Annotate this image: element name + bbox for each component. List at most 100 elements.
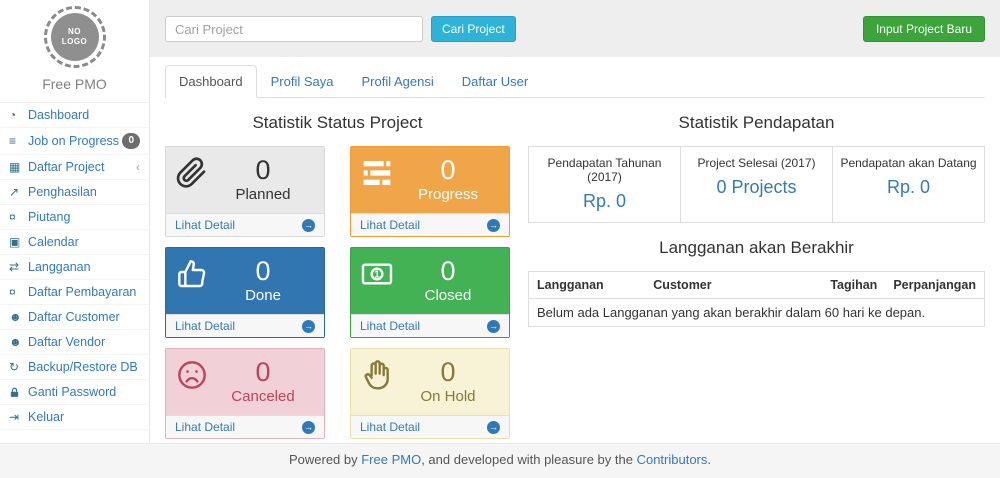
frown-icon [176, 357, 212, 409]
stat-value: Rp. 0 [886, 177, 931, 197]
lock-icon [9, 387, 28, 398]
sidebar-item-calendar[interactable]: ▣ Calendar [0, 230, 149, 255]
card-count: 0 [440, 155, 456, 185]
lihat-detail-link[interactable]: Lihat Detail → [166, 415, 324, 438]
sidebar-item-label: Daftar Project [28, 160, 105, 174]
sidebar-item-label: Calendar [28, 235, 79, 249]
card-count: 0 [255, 357, 271, 387]
lihat-detail-label: Lihat Detail [360, 319, 421, 333]
stat-label: Pendapatan Tahunan (2017) [547, 156, 662, 184]
tab-profil-agensi[interactable]: Profil Agensi [361, 74, 434, 89]
tab-bar: Dashboard Profil Saya Profil Agensi Daftar … [165, 65, 985, 98]
sidebar-item-keluar[interactable]: ⇥ Keluar [0, 405, 149, 430]
card-count: 0 [255, 155, 271, 185]
card-label: Closed [424, 287, 472, 305]
lihat-detail-link[interactable]: Lihat Detail → [351, 314, 509, 337]
status-card-progress: 0 Progress Lihat Detail → [350, 146, 510, 237]
card-count: 0 [440, 357, 456, 387]
sign-out-icon: ⇥ [9, 410, 20, 424]
users-icon: ☻ [9, 310, 22, 324]
subscription-table-header: Langganan Customer Tagihan Perpanjangan [528, 271, 985, 299]
contributors-link[interactable]: Contributors [636, 452, 708, 467]
logo: NO LOGO [0, 0, 149, 68]
sidebar-item-daftar-customer[interactable]: ☻ Daftar Customer [0, 305, 149, 330]
tab-daftar-user[interactable]: Daftar User [461, 74, 529, 89]
status-card-done: 0 Done Lihat Detail → [165, 247, 325, 338]
main-content: Dashboard Profil Saya Profil Agensi Daftar … [150, 57, 1000, 443]
card-label: Done [245, 287, 281, 305]
sidebar-item-label: Langganan [28, 260, 91, 274]
income-column: Statistik Pendapatan Pendapatan Tahunan … [528, 98, 985, 327]
arrow-circle-right-icon: → [302, 218, 315, 232]
status-card-on-hold: 0 On Hold Lihat Detail → [350, 348, 510, 439]
stat-cell-pendapatan-akan-datang: Pendapatan akan Datang Rp. 0 [833, 147, 984, 222]
hand-icon [361, 357, 397, 409]
status-column: Statistik Status Project 0 Planned Lihat D… [165, 98, 510, 449]
sidebar-item-piutang[interactable]: ¤ Piutang [0, 205, 149, 230]
sidebar-item-label: Penghasilan [28, 185, 97, 199]
lihat-detail-link[interactable]: Lihat Detail → [351, 213, 509, 236]
card-label: Planned [235, 186, 291, 204]
sidebar-item-dashboard[interactable]: ◔ Dashboard [0, 103, 149, 128]
sidebar-item-penghasilan[interactable]: ↗ Penghasilan [0, 180, 149, 205]
search-button[interactable]: Cari Project [431, 16, 516, 42]
count-badge: 0 [122, 133, 140, 149]
chevron-left-icon: ‹ [136, 160, 140, 174]
brand-name: Free PMO [42, 76, 107, 92]
column-header-customer: Customer [645, 271, 823, 299]
stat-label: Pendapatan akan Datang [840, 156, 977, 170]
tab-dashboard[interactable]: Dashboard [165, 65, 257, 98]
paperclip-icon [176, 155, 212, 207]
empty-message: Belum ada Langganan yang akan berakhir d… [537, 305, 926, 320]
arrow-circle-right-icon: → [302, 319, 315, 333]
footer-text: . [707, 452, 712, 467]
list-icon: ≡ [9, 134, 17, 148]
stat-value: 0 Projects [716, 177, 797, 197]
money-icon: ¤ [9, 285, 16, 299]
sidebar-item-label: Keluar [28, 410, 65, 424]
sidebar-item-job-on-progress[interactable]: ≡ Job on Progress 0 [0, 128, 149, 155]
lihat-detail-label: Lihat Detail [175, 420, 236, 434]
card-count: 0 [440, 256, 456, 286]
input-project-baru-button[interactable]: Input Project Baru [862, 16, 985, 42]
lihat-detail-link[interactable]: Lihat Detail → [166, 314, 324, 337]
table-row: Belum ada Langganan yang akan berakhir d… [529, 299, 985, 327]
table-icon: ▦ [9, 160, 21, 174]
sidebar-item-label: Dashboard [28, 108, 90, 122]
arrow-circle-right-icon: → [487, 420, 500, 434]
sidebar-item-daftar-vendor[interactable]: ☻ Daftar Vendor [0, 330, 149, 355]
sidebar-item-langganan[interactable]: ⇄ Langganan [0, 255, 149, 280]
sidebar-item-label: Daftar Pembayaran [28, 285, 137, 299]
lihat-detail-link[interactable]: Lihat Detail → [351, 415, 509, 438]
income-section-title: Statistik Pendapatan [678, 113, 835, 132]
refresh-icon: ↻ [9, 360, 20, 374]
lihat-detail-link[interactable]: Lihat Detail → [166, 213, 324, 236]
free-pmo-link[interactable]: Free PMO [361, 452, 422, 467]
tab-profil-saya[interactable]: Profil Saya [270, 74, 334, 89]
status-card-planned: 0 Planned Lihat Detail → [165, 146, 325, 237]
svg-text:1: 1 [374, 269, 380, 280]
arrow-circle-right-icon: → [487, 218, 500, 232]
lihat-detail-label: Lihat Detail [360, 420, 421, 434]
income-stat-table: Pendapatan Tahunan (2017) Rp. 0 Project Se… [528, 146, 985, 223]
search-input[interactable] [165, 16, 423, 42]
sidebar-menu: ◔ Dashboard ≡ Job on Progress 0 ▦ Daftar Proje… [0, 102, 149, 430]
line-chart-icon: ↗ [9, 185, 20, 199]
sidebar-item-ganti-password[interactable]: Ganti Password [0, 380, 149, 405]
sidebar-item-label: Job on Progress [28, 134, 120, 148]
sidebar-item-daftar-pembayaran[interactable]: ¤ Daftar Pembayaran [0, 280, 149, 305]
status-card-canceled: 0 Canceled Lihat Detail → [165, 348, 325, 439]
column-header-perpanjangan: Perpanjangan [885, 271, 985, 299]
subscription-table: Langganan Customer Tagihan Perpanjangan Bel… [528, 271, 985, 327]
lihat-detail-label: Lihat Detail [360, 218, 421, 232]
logo-text: NO LOGO [61, 27, 88, 46]
users-icon: ☻ [9, 335, 22, 349]
card-label: Progress [417, 186, 479, 204]
sidebar-item-label: Backup/Restore DB [28, 360, 138, 374]
sidebar-item-daftar-project[interactable]: ▦ Daftar Project ‹ [0, 155, 149, 180]
status-card-closed: 1 0 Closed Lihat Detail → [350, 247, 510, 338]
sidebar-item-label: Ganti Password [28, 385, 117, 399]
sidebar-item-backup-restore-db[interactable]: ↻ Backup/Restore DB [0, 355, 149, 380]
no-logo-badge: NO LOGO [43, 6, 106, 68]
sidebar-item-label: Piutang [28, 210, 71, 224]
